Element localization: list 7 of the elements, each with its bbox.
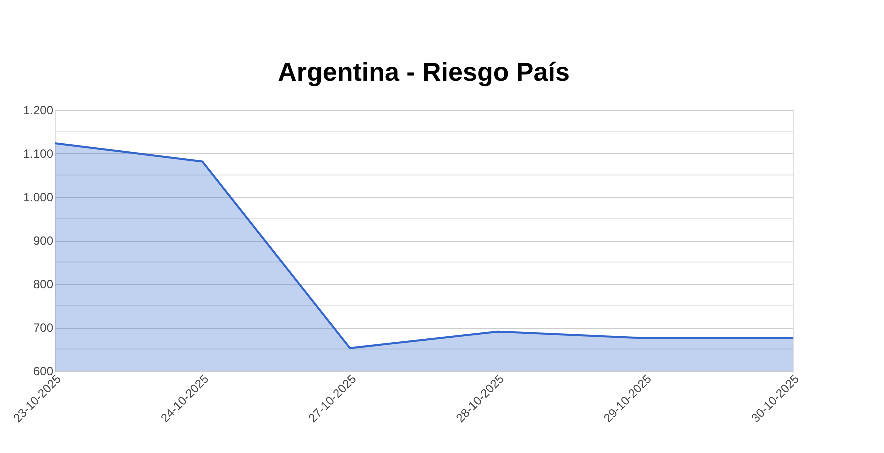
y-tick-label: 700 (33, 321, 54, 335)
y-tick-label: 1.100 (23, 147, 54, 161)
chart-title: Argentina - Riesgo País (278, 57, 570, 87)
y-tick-label: 1.200 (23, 104, 54, 118)
y-tick-label: 900 (33, 234, 54, 248)
y-tick-label: 1.000 (23, 190, 54, 204)
y-tick-label: 800 (33, 278, 54, 292)
